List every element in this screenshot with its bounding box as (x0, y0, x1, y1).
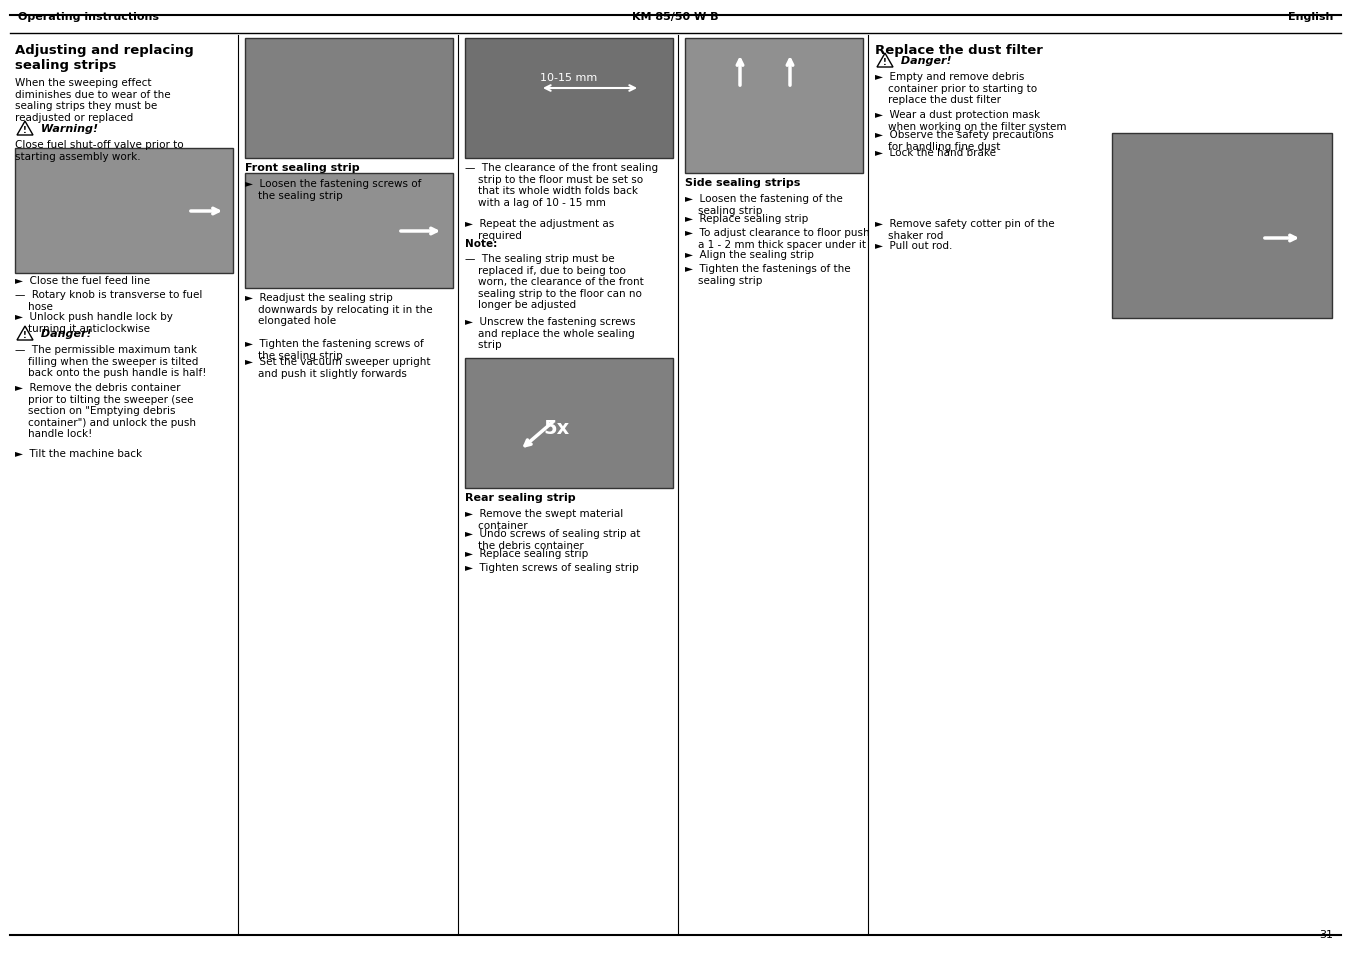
Text: Danger!: Danger! (36, 329, 92, 338)
Text: ►  Pull out rod.: ► Pull out rod. (875, 241, 952, 251)
Text: ►  Remove the swept material
    container: ► Remove the swept material container (465, 509, 623, 530)
Text: —  The sealing strip must be
    replaced if, due to being too
    worn, the cle: — The sealing strip must be replaced if,… (465, 253, 643, 310)
Bar (245, 173, 453, 289)
Text: Note:: Note: (465, 239, 497, 249)
Text: ►  Tilt the machine back: ► Tilt the machine back (15, 449, 142, 458)
Text: ►  Align the sealing strip: ► Align the sealing strip (685, 250, 813, 260)
Text: Side sealing strips: Side sealing strips (685, 178, 800, 188)
Text: Warning!: Warning! (36, 124, 99, 133)
Polygon shape (18, 122, 32, 136)
Text: ►  Remove safety cotter pin of the
    shaker rod: ► Remove safety cotter pin of the shaker… (875, 219, 1055, 240)
Text: Front sealing strip: Front sealing strip (245, 163, 359, 172)
Text: !: ! (23, 331, 27, 339)
Text: ►  Replace sealing strip: ► Replace sealing strip (465, 548, 588, 558)
Polygon shape (18, 327, 32, 340)
Text: ►  Readjust the sealing strip
    downwards by relocating it in the
    elongate: ► Readjust the sealing strip downwards b… (245, 293, 432, 326)
Text: !: ! (884, 58, 888, 67)
Text: ►  Set the vacuum sweeper upright
    and push it slightly forwards: ► Set the vacuum sweeper upright and pus… (245, 356, 431, 378)
Text: ►  Unlock push handle lock by
    turning it anticlockwise: ► Unlock push handle lock by turning it … (15, 312, 173, 334)
Text: ►  Unscrew the fastening screws
    and replace the whole sealing
    strip: ► Unscrew the fastening screws and repla… (465, 316, 635, 350)
Text: ►  Tighten the fastenings of the
    sealing strip: ► Tighten the fastenings of the sealing … (685, 264, 851, 285)
Text: ►  Observe the safety precautions
    for handling fine dust: ► Observe the safety precautions for han… (875, 130, 1054, 152)
Text: 10-15 mm: 10-15 mm (540, 73, 597, 83)
Text: Close fuel shut-off valve prior to
starting assembly work.: Close fuel shut-off valve prior to start… (15, 140, 184, 161)
Text: ►  Replace sealing strip: ► Replace sealing strip (685, 213, 808, 224)
Text: Operating instructions: Operating instructions (18, 12, 159, 22)
Text: Adjusting and replacing
sealing strips: Adjusting and replacing sealing strips (15, 44, 193, 71)
Text: ►  Remove the debris container
    prior to tilting the sweeper (see
    section: ► Remove the debris container prior to t… (15, 382, 196, 439)
Text: ►  Tighten screws of sealing strip: ► Tighten screws of sealing strip (465, 562, 639, 573)
Text: !: ! (23, 126, 27, 134)
Text: KM 85/50 W B: KM 85/50 W B (632, 12, 719, 22)
Text: Rear sealing strip: Rear sealing strip (465, 493, 576, 502)
Text: When the sweeping effect
diminishes due to wear of the
sealing strips they must : When the sweeping effect diminishes due … (15, 78, 170, 123)
Text: ►  Repeat the adjustment as
    required: ► Repeat the adjustment as required (465, 219, 615, 240)
Text: English: English (1288, 12, 1333, 22)
Bar (1112, 133, 1332, 318)
Bar (685, 39, 863, 173)
Text: ►  Loosen the fastening of the
    sealing strip: ► Loosen the fastening of the sealing st… (685, 193, 843, 215)
Text: —  The clearance of the front sealing
    strip to the floor must be set so
    : — The clearance of the front sealing str… (465, 163, 658, 208)
Text: ►  To adjust clearance to floor push
    a 1 - 2 mm thick spacer under it: ► To adjust clearance to floor push a 1 … (685, 228, 870, 250)
Text: ►  Close the fuel feed line: ► Close the fuel feed line (15, 275, 150, 286)
Text: 31: 31 (1319, 929, 1333, 939)
Text: —  Rotary knob is transverse to fuel
    hose: — Rotary knob is transverse to fuel hose (15, 290, 203, 312)
Text: Replace the dust filter: Replace the dust filter (875, 44, 1043, 57)
Text: ►  Wear a dust protection mask
    when working on the filter system: ► Wear a dust protection mask when worki… (875, 110, 1066, 132)
Text: ►  Lock the hand brake: ► Lock the hand brake (875, 148, 996, 158)
Bar (15, 149, 232, 274)
Text: ►  Undo screws of sealing strip at
    the debris container: ► Undo screws of sealing strip at the de… (465, 529, 640, 550)
Text: 5x: 5x (544, 419, 570, 438)
Text: ►  Empty and remove debris
    container prior to starting to
    replace the du: ► Empty and remove debris container prio… (875, 71, 1038, 105)
Bar (465, 358, 673, 489)
Bar (245, 39, 453, 159)
Text: Danger!: Danger! (897, 56, 951, 66)
Bar (465, 39, 673, 159)
Text: ►  Loosen the fastening screws of
    the sealing strip: ► Loosen the fastening screws of the sea… (245, 179, 422, 200)
Text: ►  Tighten the fastening screws of
    the sealing strip: ► Tighten the fastening screws of the se… (245, 338, 424, 360)
Polygon shape (877, 54, 893, 68)
Text: —  The permissible maximum tank
    filling when the sweeper is tilted
    back : — The permissible maximum tank filling w… (15, 345, 207, 377)
